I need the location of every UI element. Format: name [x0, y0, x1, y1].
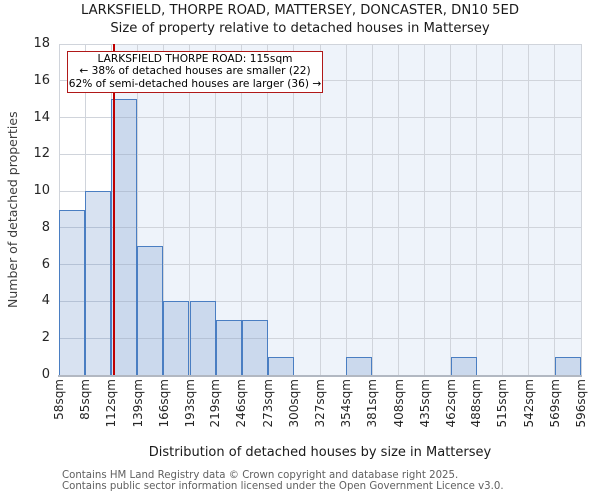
- x-tick-label: 139sqm: [130, 379, 145, 428]
- property-marker-line: [113, 44, 116, 375]
- annotation-line-2: ← 38% of detached houses are smaller (22…: [79, 65, 311, 78]
- plot-area: [58, 43, 582, 377]
- v-gridline: [371, 44, 373, 375]
- x-tick-label: 462sqm: [443, 379, 458, 428]
- x-axis-line: [58, 374, 582, 377]
- v-gridline: [528, 44, 530, 375]
- v-gridline: [240, 44, 242, 375]
- v-gridline: [398, 44, 400, 375]
- v-gridline: [163, 44, 165, 375]
- annotation-line-1: LARKSFIELD THORPE ROAD: 115sqm: [97, 53, 293, 65]
- x-axis-title: Distribution of detached houses by size …: [148, 445, 492, 460]
- y-tick-label: 12: [33, 146, 50, 162]
- x-tick-label: 515sqm: [495, 379, 510, 428]
- histogram-bar: [111, 99, 138, 375]
- y-axis-title: Number of detached properties: [5, 111, 20, 308]
- v-gridline: [501, 44, 503, 375]
- x-tick-label: 58sqm: [52, 379, 66, 420]
- v-gridline: [267, 44, 269, 375]
- histogram-bar: [346, 356, 373, 375]
- histogram-bar: [267, 356, 294, 375]
- v-gridline: [580, 44, 582, 375]
- footer-line-2: Contains public sector information licen…: [62, 481, 504, 493]
- annotation-box: LARKSFIELD THORPE ROAD: 115sqm ← 38% of …: [67, 51, 323, 93]
- histogram-bar: [554, 356, 581, 375]
- x-tick-label: 408sqm: [391, 379, 406, 428]
- x-tick-label: 166sqm: [156, 379, 171, 428]
- chart-title: LARKSFIELD, THORPE ROAD, MATTERSEY, DONC…: [80, 3, 520, 18]
- v-gridline: [424, 44, 426, 375]
- y-tick-label: 6: [41, 256, 50, 272]
- v-gridline: [345, 44, 347, 375]
- x-tick-label: 435sqm: [417, 379, 432, 428]
- x-tick-label: 596sqm: [574, 379, 588, 428]
- histogram-bar: [450, 356, 477, 375]
- y-tick-label: 0: [41, 367, 50, 382]
- x-tick-label: 219sqm: [208, 379, 223, 428]
- v-gridline: [214, 44, 216, 375]
- x-tick-label: 354sqm: [339, 379, 354, 428]
- x-tick-label: 246sqm: [234, 379, 249, 428]
- annotation-line-3: 62% of semi-detached houses are larger (…: [68, 77, 322, 90]
- y-tick-label: 10: [33, 183, 50, 199]
- histogram-bar: [59, 209, 86, 375]
- y-tick-label: 4: [41, 293, 50, 309]
- x-tick-label: 488sqm: [469, 379, 484, 428]
- histogram-bar: [215, 319, 242, 375]
- x-tick-label: 381sqm: [365, 379, 380, 428]
- y-tick-label: 16: [33, 72, 50, 88]
- v-gridline: [137, 44, 139, 375]
- histogram-bar: [163, 301, 190, 375]
- v-gridline: [293, 44, 295, 375]
- chart-subtitle: Size of property relative to detached ho…: [110, 21, 490, 36]
- v-gridline: [189, 44, 191, 375]
- histogram-bar: [241, 319, 268, 375]
- v-gridline: [450, 44, 452, 375]
- histogram-bar: [189, 301, 216, 375]
- x-tick-label: 112sqm: [104, 379, 119, 428]
- y-tick-label: 8: [41, 219, 50, 235]
- x-tick-label: 193sqm: [182, 379, 197, 428]
- x-tick-label: 542sqm: [521, 379, 536, 428]
- v-gridline: [319, 44, 321, 375]
- histogram-bar: [85, 191, 112, 375]
- footer-line-1: Contains HM Land Registry data © Crown c…: [62, 470, 459, 481]
- y-tick-label: 14: [33, 109, 50, 125]
- x-tick-label: 85sqm: [78, 379, 93, 420]
- y-tick-label: 18: [33, 36, 50, 51]
- x-tick-label: 569sqm: [547, 379, 562, 428]
- x-tick-label: 300sqm: [286, 379, 301, 428]
- y-tick-label: 2: [41, 330, 50, 346]
- v-gridline: [475, 44, 477, 375]
- v-gridline: [554, 44, 556, 375]
- x-tick-label: 327sqm: [313, 379, 327, 428]
- histogram-bar: [137, 246, 164, 375]
- x-tick-label: 273sqm: [260, 379, 275, 428]
- footer-attribution: Contains HM Land Registry data © Crown c…: [62, 470, 504, 493]
